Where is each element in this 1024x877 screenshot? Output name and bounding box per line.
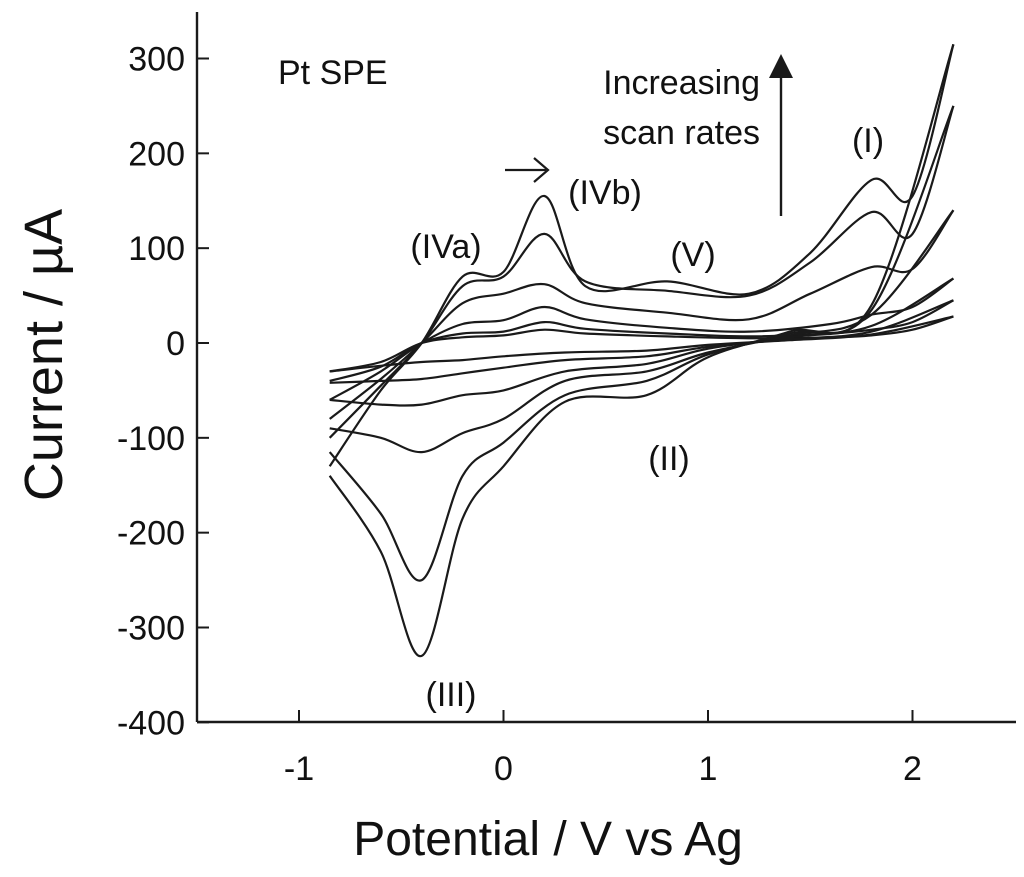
- voltammogram-traces: [328, 43, 955, 658]
- x-tick-label: -1: [284, 750, 314, 788]
- y-tick-label: 200: [128, 135, 185, 173]
- y-axis-title: Current / µA: [14, 209, 74, 501]
- axes: [195, 12, 1016, 724]
- scan-note-line2: scan rates: [603, 114, 760, 152]
- cv-trace-4-reverse: [329, 209, 955, 454]
- x-tick-label: 2: [903, 750, 922, 788]
- peak-label-ii: (II): [648, 440, 690, 478]
- y-tick-label: 0: [166, 325, 185, 363]
- scan-rate-arrow-icon: [769, 54, 793, 216]
- y-tick-label: 100: [128, 230, 185, 268]
- y-tick-label: 300: [128, 41, 185, 79]
- y-tick-label: -200: [117, 515, 185, 553]
- cv-trace-1-reverse: [329, 315, 954, 373]
- cv-trace-6-reverse: [328, 43, 955, 658]
- x-axis-title: Potential / V vs Ag: [353, 813, 743, 866]
- peak-label-i: (I): [852, 122, 884, 160]
- cv-trace-1-forward: [329, 315, 954, 373]
- cv-trace-2-reverse: [329, 299, 954, 384]
- scan-direction-arrow-icon: [505, 157, 550, 183]
- cv-trace-6-forward: [328, 44, 955, 467]
- axis-ticks: -1 0 1 2 300 200 100 0 -100 -200 -300 -400: [117, 41, 922, 788]
- peak-label-iii: (III): [426, 676, 477, 714]
- y-tick-label: -100: [117, 420, 185, 458]
- x-tick-label: 0: [494, 750, 513, 788]
- y-tick-label: -400: [117, 704, 185, 742]
- y-tick-label: -300: [117, 609, 185, 647]
- x-tick-label: 1: [699, 750, 718, 788]
- peak-label-iva: (IVa): [410, 228, 481, 266]
- scan-note-line1: Increasing: [603, 64, 760, 102]
- electrode-label: Pt SPE: [278, 54, 388, 92]
- peak-label-v: (V): [670, 236, 715, 274]
- peak-label-ivb: (IVb): [568, 174, 642, 212]
